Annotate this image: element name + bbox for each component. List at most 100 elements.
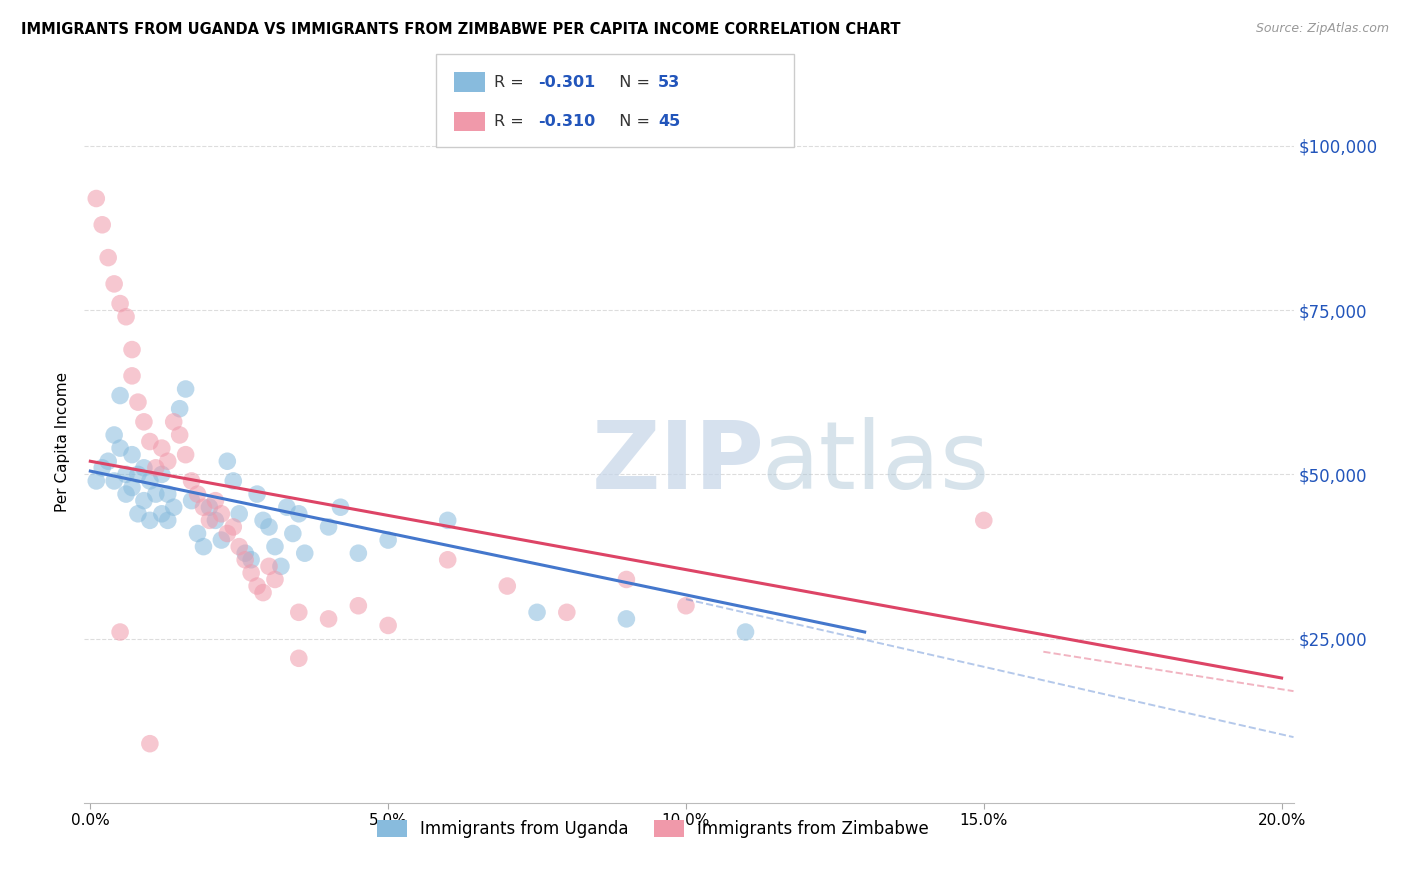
Point	[377, 533, 399, 547]
Point	[150, 507, 173, 521]
Text: N =: N =	[609, 114, 655, 128]
Point	[329, 500, 352, 515]
Point	[281, 526, 304, 541]
Point	[186, 487, 208, 501]
Point	[91, 218, 114, 232]
Point	[139, 513, 162, 527]
Point	[108, 296, 131, 310]
Point	[103, 277, 125, 291]
Point	[174, 382, 197, 396]
Point	[377, 618, 399, 632]
Point	[288, 605, 311, 619]
Point	[132, 415, 155, 429]
Point	[115, 310, 138, 324]
Point	[288, 507, 311, 521]
Point	[734, 625, 756, 640]
Point	[246, 487, 269, 501]
Point	[156, 487, 179, 501]
Point	[108, 625, 131, 640]
Point	[163, 500, 186, 515]
FancyBboxPatch shape	[436, 54, 794, 147]
Text: atlas: atlas	[762, 417, 990, 509]
Point	[97, 454, 120, 468]
Point	[217, 454, 239, 468]
Point	[127, 507, 149, 521]
Point	[222, 474, 245, 488]
Point	[270, 559, 292, 574]
Point	[973, 513, 995, 527]
Point	[276, 500, 298, 515]
Point	[156, 454, 179, 468]
Text: 45: 45	[658, 114, 681, 128]
Point	[209, 507, 232, 521]
Point	[209, 533, 232, 547]
Point	[103, 428, 125, 442]
Text: IMMIGRANTS FROM UGANDA VS IMMIGRANTS FROM ZIMBABWE PER CAPITA INCOME CORRELATION: IMMIGRANTS FROM UGANDA VS IMMIGRANTS FRO…	[21, 22, 901, 37]
Point	[288, 651, 311, 665]
Point	[217, 526, 239, 541]
Point	[174, 448, 197, 462]
Point	[127, 467, 149, 482]
Legend: Immigrants from Uganda, Immigrants from Zimbabwe: Immigrants from Uganda, Immigrants from …	[370, 814, 935, 845]
Point	[675, 599, 697, 613]
Point	[318, 520, 340, 534]
Point	[121, 448, 143, 462]
Point	[150, 467, 173, 482]
Point	[347, 546, 370, 560]
Point	[115, 467, 138, 482]
Point	[526, 605, 548, 619]
Text: R =: R =	[494, 75, 529, 89]
Point	[150, 441, 173, 455]
Point	[198, 500, 221, 515]
Point	[240, 553, 263, 567]
FancyBboxPatch shape	[454, 112, 485, 131]
Point	[139, 434, 162, 449]
Text: ZIP: ZIP	[592, 417, 765, 509]
Point	[436, 553, 458, 567]
Point	[222, 520, 245, 534]
Point	[115, 487, 138, 501]
Point	[246, 579, 269, 593]
Point	[198, 513, 221, 527]
Point	[156, 513, 179, 527]
Point	[97, 251, 120, 265]
Point	[84, 474, 107, 488]
Point	[204, 493, 226, 508]
Point	[436, 513, 458, 527]
Point	[616, 573, 638, 587]
Text: N =: N =	[609, 75, 655, 89]
Point	[252, 585, 274, 599]
Point	[163, 415, 186, 429]
Text: -0.310: -0.310	[538, 114, 596, 128]
Point	[228, 540, 250, 554]
Point	[228, 507, 250, 521]
Point	[233, 553, 256, 567]
Point	[616, 612, 638, 626]
Point	[121, 481, 143, 495]
Point	[121, 343, 143, 357]
Point	[121, 368, 143, 383]
Point	[204, 513, 226, 527]
Point	[180, 474, 202, 488]
Point	[193, 540, 215, 554]
Point	[555, 605, 578, 619]
Point	[252, 513, 274, 527]
Point	[91, 460, 114, 475]
FancyBboxPatch shape	[454, 72, 485, 92]
Point	[84, 192, 107, 206]
Point	[257, 559, 280, 574]
Text: -0.301: -0.301	[538, 75, 596, 89]
Point	[240, 566, 263, 580]
Point	[233, 546, 256, 560]
Point	[496, 579, 519, 593]
Point	[180, 493, 202, 508]
Point	[294, 546, 316, 560]
Point	[264, 540, 287, 554]
Text: R =: R =	[494, 114, 529, 128]
Point	[186, 526, 208, 541]
Point	[145, 487, 167, 501]
Point	[132, 460, 155, 475]
Point	[132, 493, 155, 508]
Text: Source: ZipAtlas.com: Source: ZipAtlas.com	[1256, 22, 1389, 36]
Y-axis label: Per Capita Income: Per Capita Income	[55, 371, 70, 512]
